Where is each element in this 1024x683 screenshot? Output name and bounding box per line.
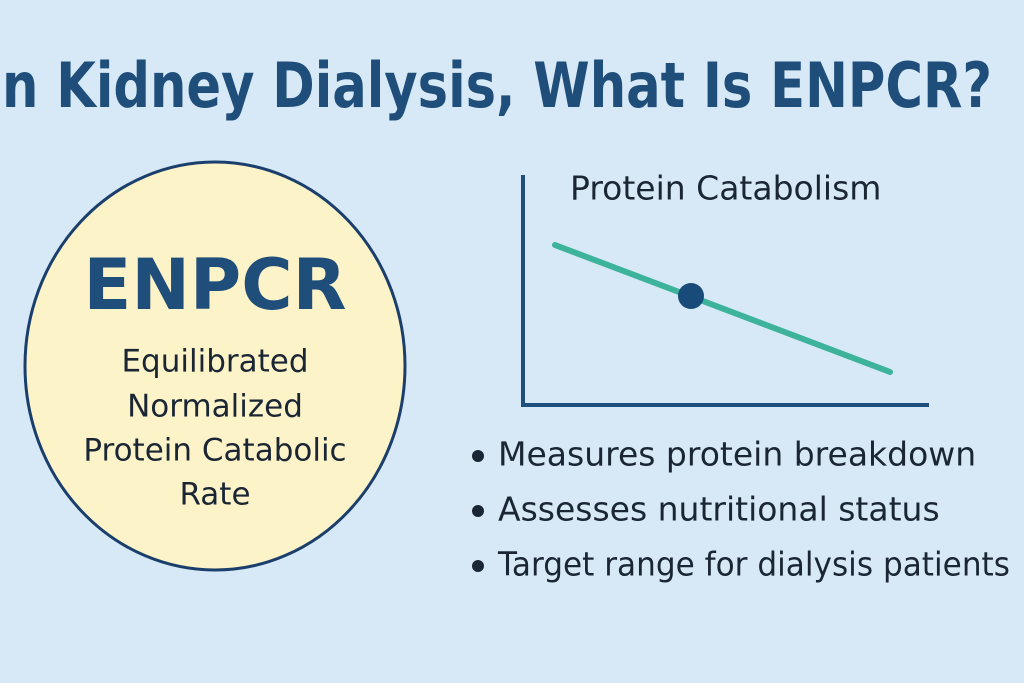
bullet-text: Target range for dialysis patients [497,545,1010,584]
bullet-text: Measures protein breakdown [498,435,976,474]
definition-line: Protein Catabolic [83,433,346,469]
acronym: ENPCR [84,244,347,326]
bullet-dot [472,505,484,517]
bullet-dot [472,450,484,462]
definition-line: Normalized [127,389,303,425]
definition-line: Equilibrated [121,344,308,380]
trend-line [552,242,893,375]
trend-point [678,283,704,309]
bullet-dot [472,560,484,572]
bullet-text: Assesses nutritional status [498,490,940,529]
definition-circle [23,160,407,572]
definition-line: Rate [179,477,250,513]
page-title: n Kidney Dialysis, What Is ENPCR? [2,49,992,122]
figure-title: Protein Catabolism [570,169,881,208]
